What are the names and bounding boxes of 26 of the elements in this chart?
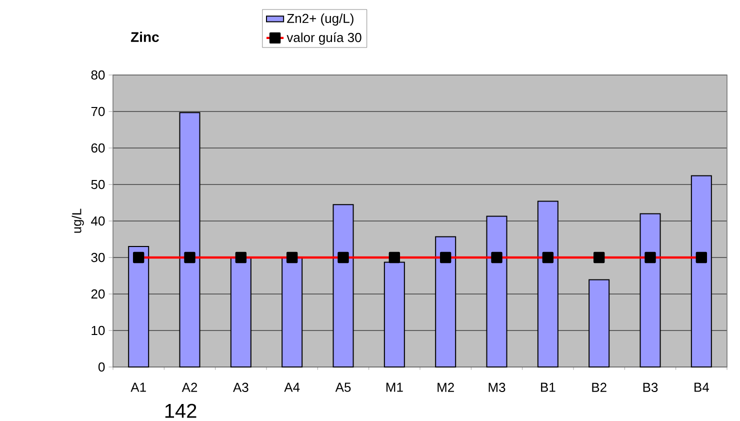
y-tick-label: 30 [91,252,105,262]
y-tick-label: 70 [91,106,105,116]
x-tick-label: B4 [694,382,709,392]
y-tick-label: 0 [98,362,105,372]
y-tick-label: 10 [92,326,105,336]
x-tick-label: B3 [643,382,658,392]
y-axis-title: ug/L [72,208,84,233]
x-tick-label: M3 [488,382,506,392]
y-tick-label: 60 [91,143,105,153]
y-tick-label: 40 [91,216,105,226]
y-tick-label: 50 [91,180,105,190]
x-tick-label: A3 [233,382,248,392]
x-tick-label: A1 [130,382,146,392]
x-tick-label: B2 [592,382,606,392]
legend-label: valor guía 30 [286,32,362,45]
x-tick-label: A2 [182,382,198,392]
y-tick-label: 20 [91,289,105,299]
x-tick-label: B1 [541,382,556,392]
text: 142 [165,404,196,418]
chart-title: Zinc [130,32,159,42]
x-tick-label: M1 [386,382,403,392]
y-tick-label: 80 [91,70,105,80]
x-tick-label: A4 [284,382,300,392]
x-tick-label: M2 [438,382,454,392]
legend-label: Zn2+ (ug/L) [287,13,354,26]
x-tick-label: A5 [335,382,351,392]
